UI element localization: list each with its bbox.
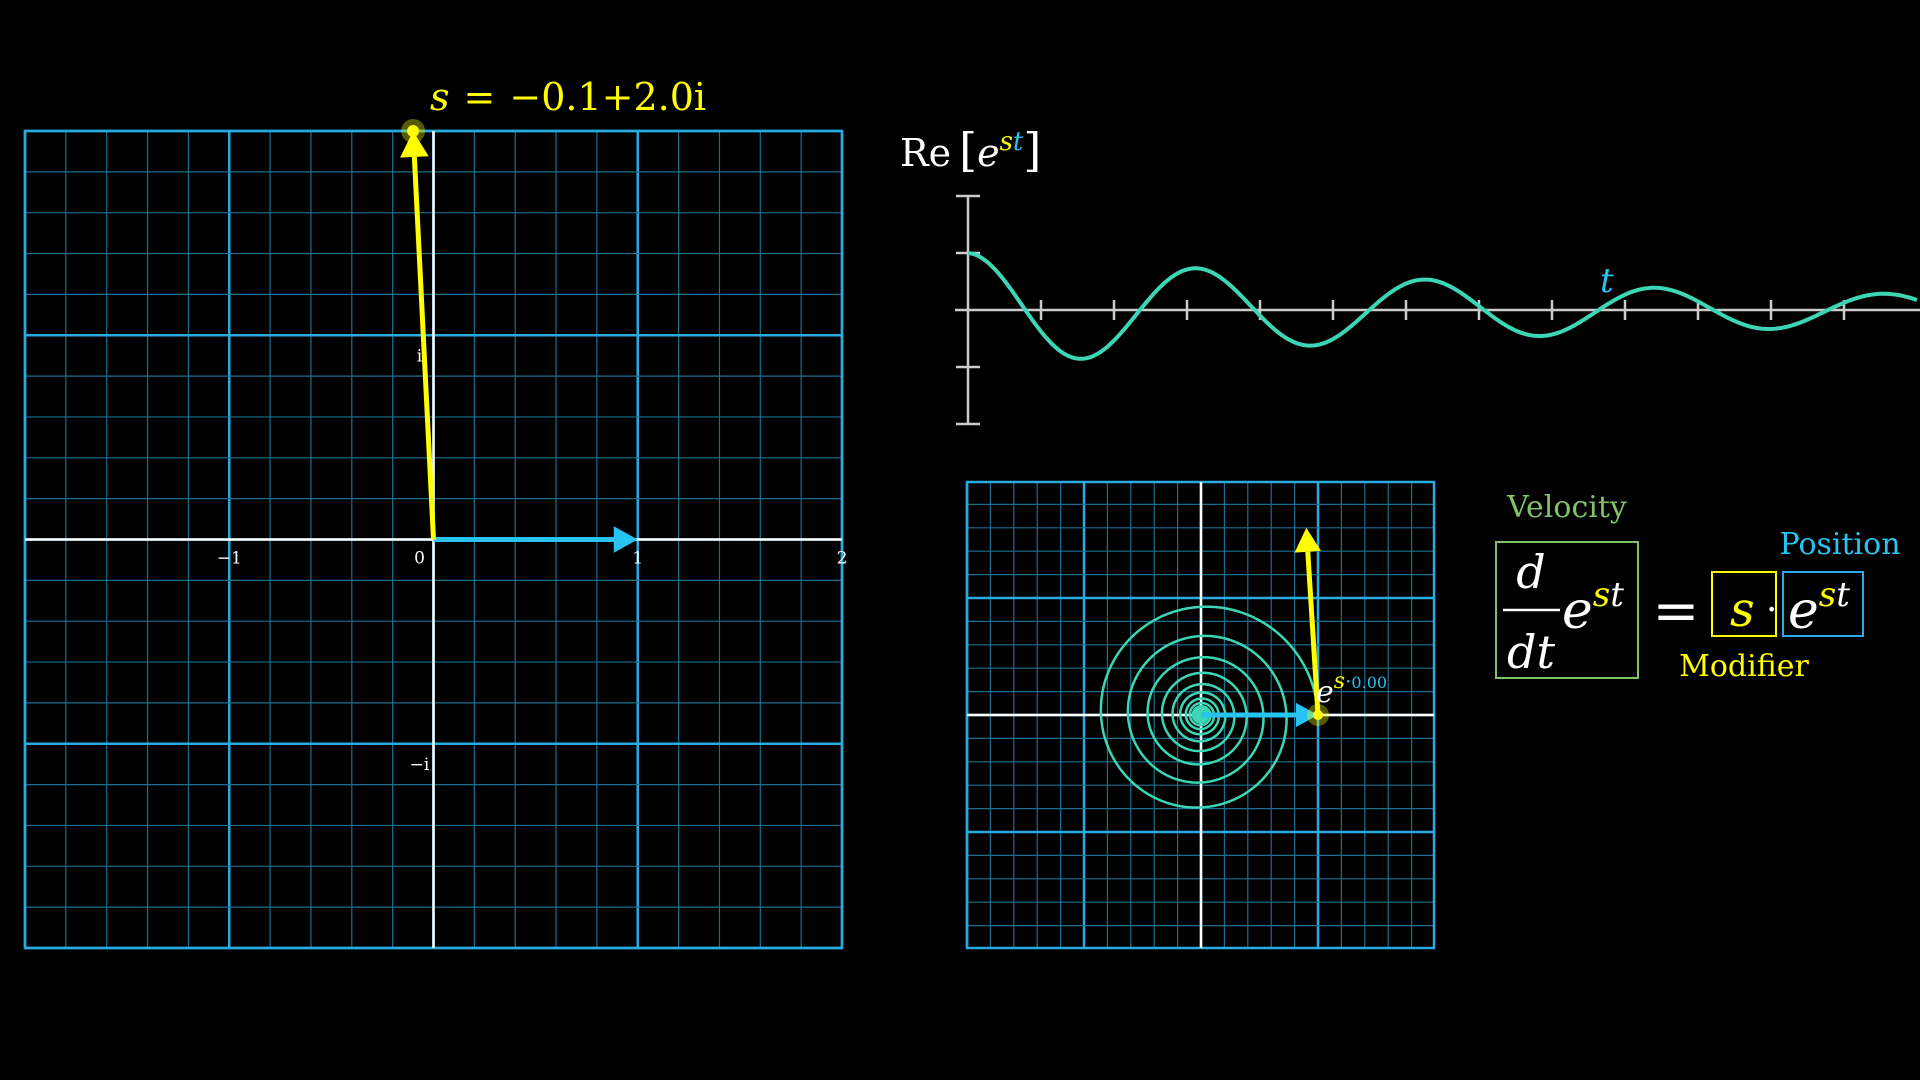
position-label: Position	[1779, 527, 1900, 562]
velocity-vector-head	[1294, 527, 1321, 553]
real-part-graph: Re [est] t	[900, 123, 1920, 426]
s-vector-shaft	[411, 156, 436, 540]
s-point	[407, 125, 420, 137]
velocity-vector-shaft	[1305, 551, 1321, 716]
s-value-label: s = −0.1+2.0i	[430, 75, 706, 119]
spiral-plane: es·0.00	[965, 480, 1436, 950]
modifier-s: s	[1730, 582, 1755, 638]
d-numerator: d	[1516, 545, 1545, 599]
dt-denominator: dt	[1507, 625, 1555, 679]
real-part-curve	[967, 251, 1918, 361]
real-tick-label: 2	[837, 549, 848, 569]
real-tick-label: 1	[632, 549, 643, 569]
position-vector-head	[1296, 702, 1318, 728]
modifier-box	[1711, 571, 1777, 637]
position-box	[1782, 571, 1864, 637]
unit-vector-head	[613, 526, 638, 553]
modifier-label: Modifier	[1679, 649, 1809, 684]
imag-tick-label: −i	[410, 755, 430, 775]
graph-title: Re [est]	[900, 123, 1041, 177]
real-tick-label: −1	[217, 549, 242, 569]
s-plane-vectors	[400, 119, 638, 553]
real-tick-label: 0	[414, 549, 425, 569]
s-vector-head	[400, 131, 429, 158]
multiply-dot: ·	[1766, 590, 1777, 631]
derivative-equation: Velocity d dt est = s · est Position Mod…	[1495, 490, 1901, 684]
current-point	[1313, 710, 1323, 720]
velocity-label: Velocity	[1506, 490, 1627, 525]
position-exp: est	[1788, 575, 1850, 641]
t-axis-label: t	[1600, 261, 1614, 301]
velocity-exp: est	[1562, 575, 1624, 641]
spiral-plane-vectors	[1201, 527, 1329, 728]
imag-tick-label: i	[417, 346, 423, 366]
equals-sign: =	[1653, 579, 1700, 644]
s-plane-tick-labels: −1 0 1 2 i −i	[217, 346, 848, 775]
exp-st-label: es·0.00	[1316, 669, 1387, 710]
complex-s-plane: −1 0 1 2 i −i s = −0.1+2.0i	[23, 75, 848, 950]
velocity-box	[1495, 541, 1639, 679]
